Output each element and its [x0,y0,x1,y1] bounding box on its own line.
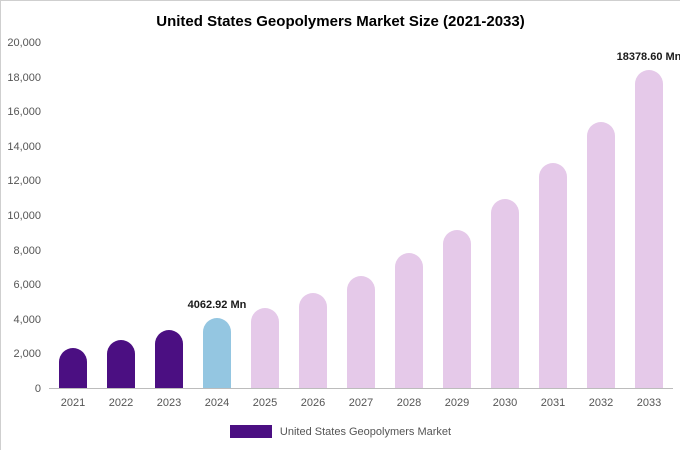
bar-2033 [635,70,663,388]
legend-swatch [229,425,272,438]
bar-slot [337,43,385,388]
x-tick-label: 2023 [156,397,182,409]
bar-slot [193,43,241,388]
y-tick-label: 18,000 [7,71,41,84]
x-tick-label: 2033 [636,397,662,409]
bar-2026 [299,292,327,388]
y-tick-label: 16,000 [7,106,41,119]
bar-value-label: 18378.60 Mn [616,51,680,64]
y-tick-label: 20,000 [7,37,41,49]
y-tick-label: 4,000 [13,313,41,326]
bar-2022 [107,340,135,388]
bar-slot [625,43,673,388]
y-tick-label: 10,000 [7,210,41,222]
bar-slot [49,43,97,388]
bar-2021 [59,348,87,388]
plot-area: 4062.92 Mn 18378.60 Mn [49,43,680,389]
legend-label: United States Geopolymers Market [279,425,452,438]
bar-slot [385,43,433,388]
x-tick-label: 2030 [492,397,518,409]
x-tick-label: 2028 [396,397,422,409]
y-tick-label: 8,000 [13,244,41,257]
bar-2025 [251,308,279,388]
bar-2031 [539,163,567,388]
y-tick-label: 2,000 [13,348,41,361]
y-tick-label: 12,000 [7,175,41,188]
x-tick-label: 2027 [348,397,374,409]
x-tick-label: 2021 [60,397,86,409]
x-tick-label: 2031 [540,397,566,409]
bar-slot [97,43,145,388]
x-tick-label: 2025 [252,397,278,409]
y-axis: 20,000 18,000 16,000 14,000 12,000 10,000 8,00… [1,37,45,395]
bar-2024 [203,317,231,388]
x-tick-label: 2022 [108,397,134,409]
bar-slot [289,43,337,388]
legend: United States Geopolymers Market [1,425,680,438]
bar-2027 [347,275,375,388]
x-tick-label: 2032 [588,397,614,409]
bar-slot [145,43,193,388]
x-axis: 2021 2022 2023 2024 2025 2026 2027 2028 2029 2030… [49,397,673,409]
bar-slot [481,43,529,388]
bar-slot [241,43,289,388]
bar-2032 [587,122,615,388]
bar-slot [577,43,625,388]
bar-value-label: 4062.92 Mn [187,298,247,311]
bar-2028 [395,253,423,388]
chart-title: United States Geopolymers Market Size (2… [156,13,525,30]
y-tick-label: 0 [34,383,41,395]
x-tick-label: 2029 [444,397,470,409]
x-tick-label: 2024 [204,397,230,409]
bar-slot [433,43,481,388]
bar-slot [529,43,577,388]
bar-2030 [491,198,519,388]
x-tick-label: 2026 [300,397,326,409]
bar-2029 [443,229,471,388]
bar-2023 [155,330,183,388]
y-tick-label: 6,000 [13,279,41,292]
y-tick-label: 14,000 [7,140,41,153]
